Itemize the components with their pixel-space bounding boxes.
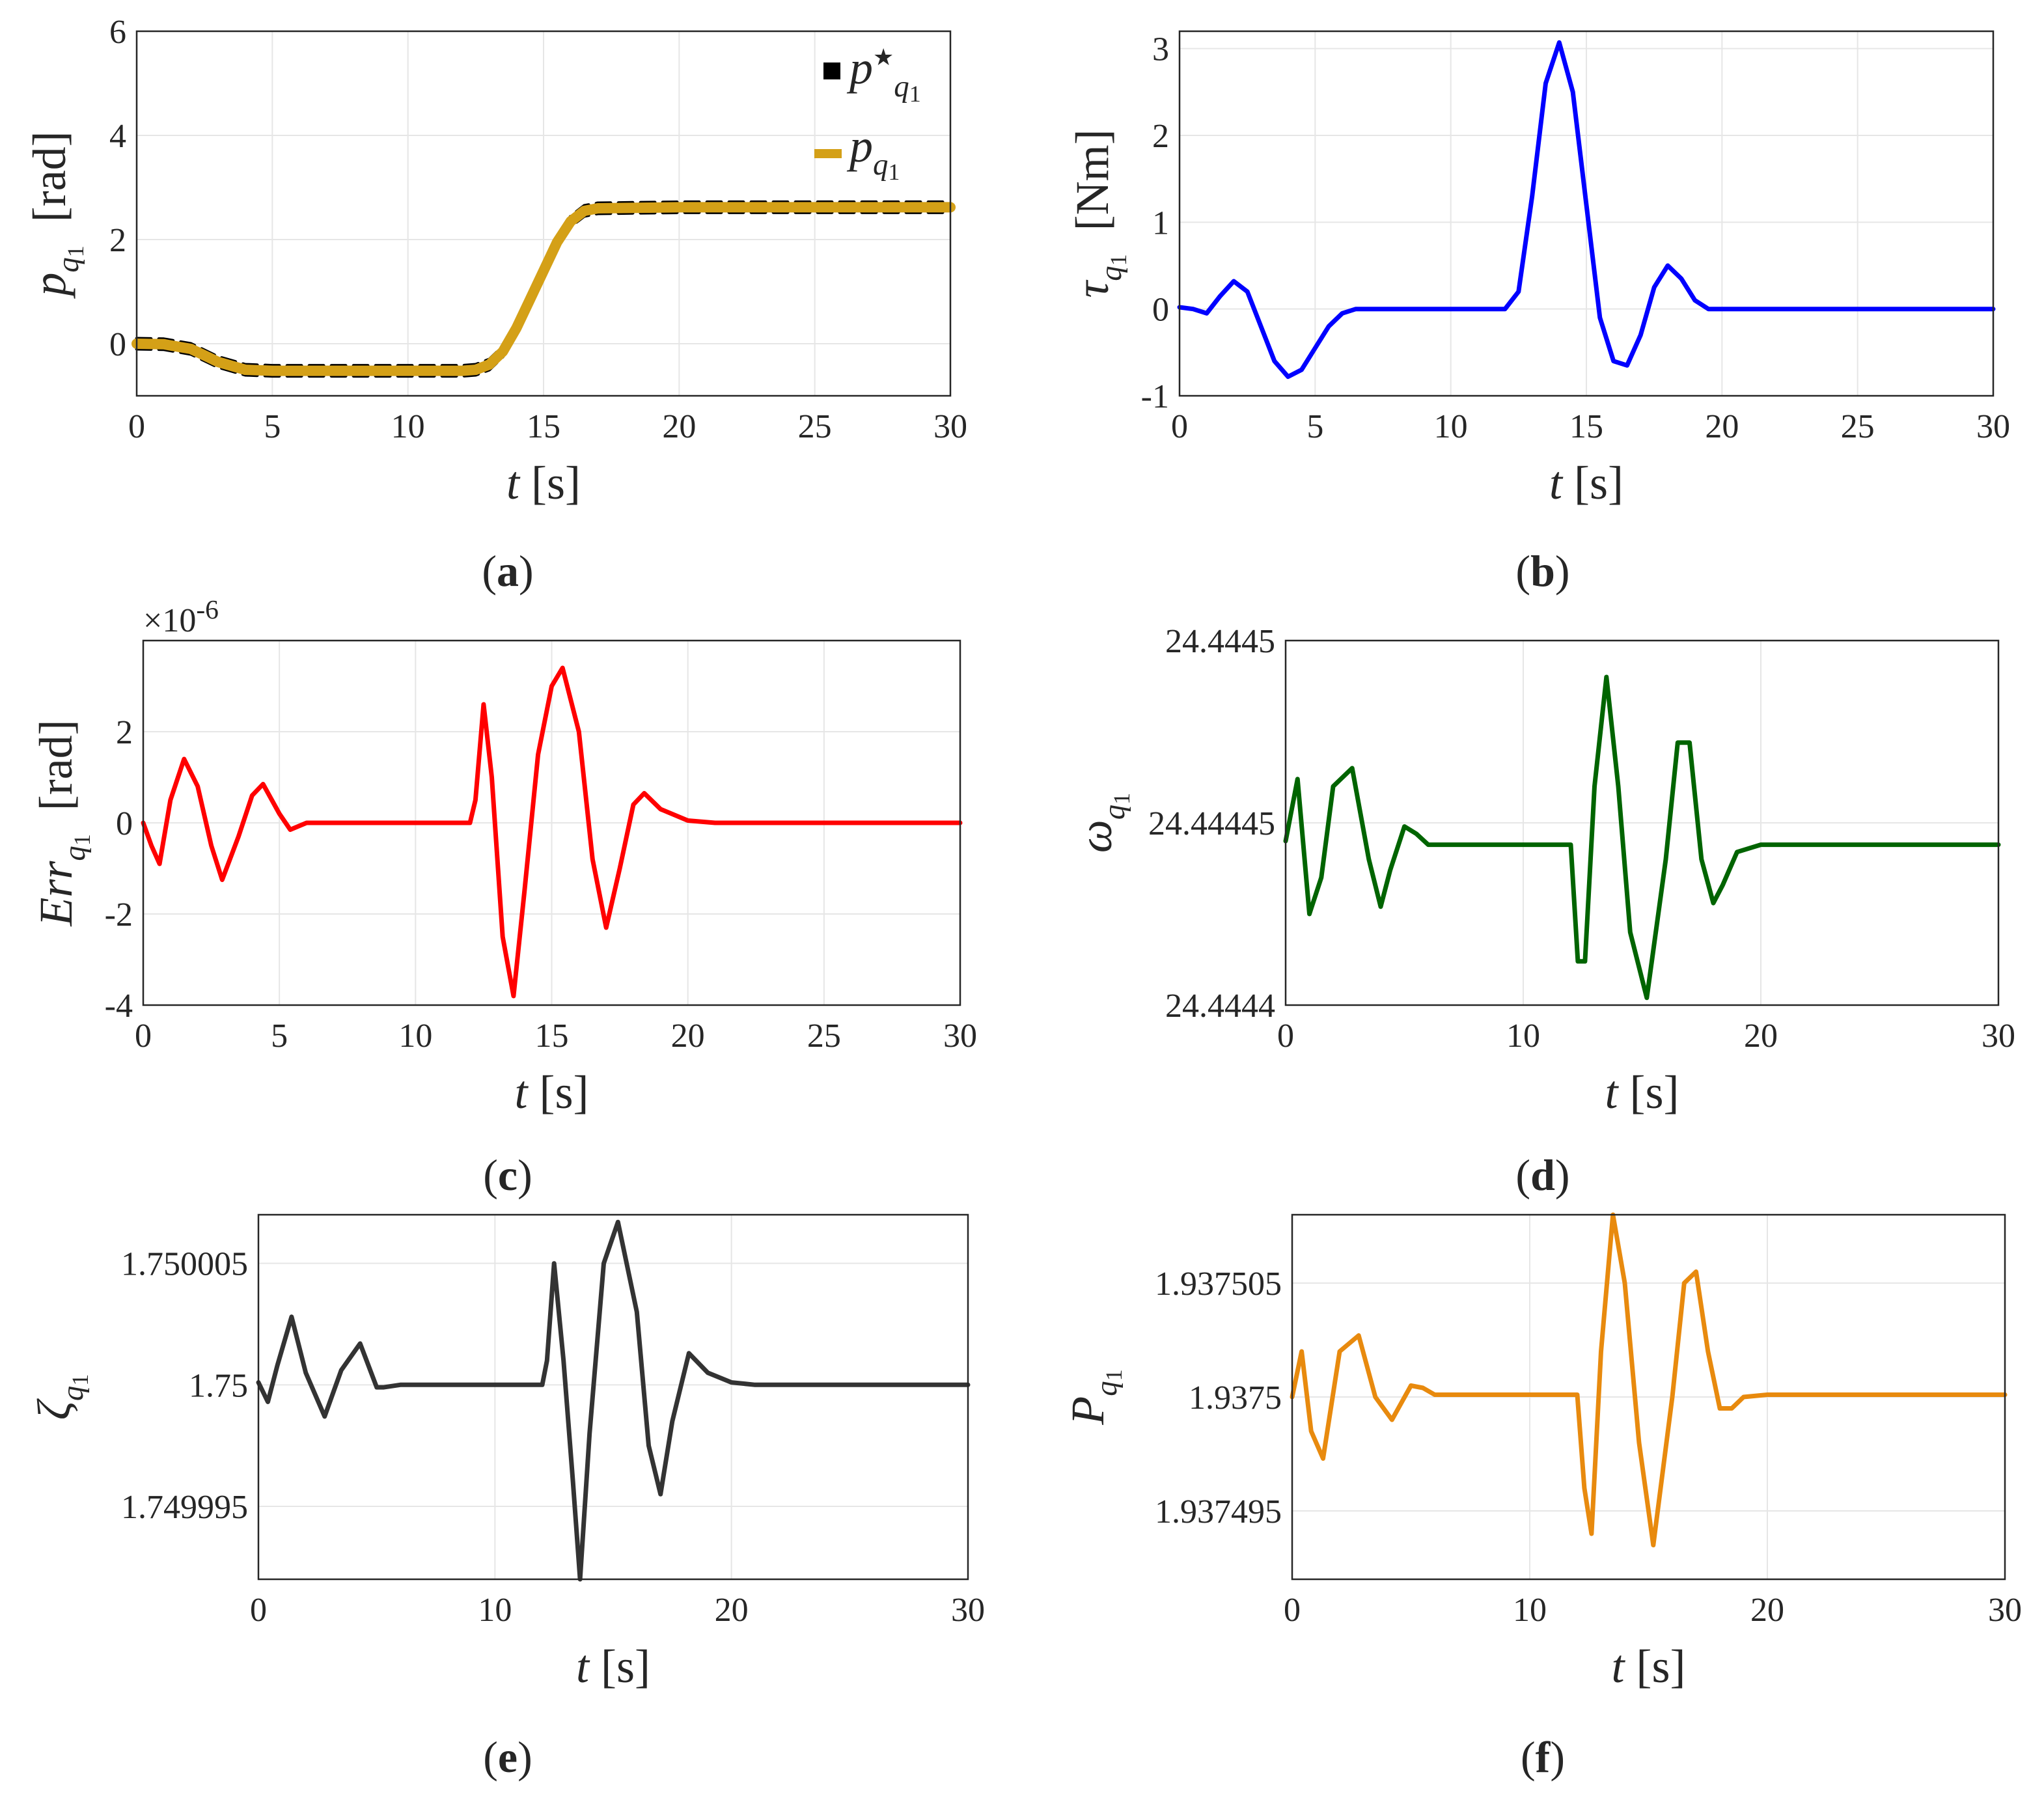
y-tick-label: 1.75 <box>189 1367 248 1404</box>
y-tick-label: 4 <box>109 118 126 155</box>
y-axis-label: pq1 [rad] <box>23 131 89 299</box>
panel-caption: (c) <box>483 1150 532 1200</box>
x-axis-label: t [s] <box>1549 457 1623 509</box>
x-tick-label: 30 <box>933 408 967 445</box>
chart-f: 0 10 20 30 1.937495 1.9375 1.937505 t [s] Pq1 (f) <box>1062 1212 2022 1782</box>
x-tick-label: 10 <box>1513 1592 1547 1629</box>
x-axis-label: t [s] <box>506 457 581 509</box>
y-tick-label: 1.937505 <box>1155 1266 1282 1303</box>
y-tick-label: 6 <box>109 14 126 51</box>
x-tick-label: 20 <box>1750 1592 1784 1629</box>
x-tick-label: 15 <box>527 408 560 445</box>
panel-caption: (b) <box>1515 546 1569 596</box>
x-tick-label: 30 <box>951 1592 985 1629</box>
x-tick-label: 20 <box>715 1592 749 1629</box>
x-tick-label: 0 <box>128 408 145 445</box>
x-axis-label: t [s] <box>1605 1066 1679 1118</box>
y-tick-label: 2 <box>109 222 126 259</box>
series-line <box>1283 674 2001 1001</box>
x-tick-label: 20 <box>1744 1017 1778 1055</box>
series-line <box>1177 40 1996 380</box>
x-tick-label: 30 <box>1982 1017 2015 1055</box>
chart-c: 0 5 10 15 20 25 30 -4 -2 0 2 ×10-6 t [s] Errq1 [rad] (… <box>30 594 977 1200</box>
y-axis-label: Errq1 [rad] <box>30 719 95 926</box>
x-tick-label: 30 <box>1988 1592 2022 1629</box>
series-line <box>1290 1212 2008 1547</box>
y-tick-label: 24.4445 <box>1165 623 1275 660</box>
y-tick-label: 1.9375 <box>1189 1379 1282 1417</box>
series-line <box>131 202 956 376</box>
axes-frame <box>135 30 952 397</box>
axes-frame <box>1178 30 1995 397</box>
panel-caption: (a) <box>482 546 533 596</box>
panel-caption: (d) <box>1515 1150 1569 1200</box>
x-tick-label: 15 <box>1569 408 1603 445</box>
y-tick-label: 0 <box>116 805 133 842</box>
y-tick-label: -2 <box>105 896 133 934</box>
x-tick-label: 10 <box>391 408 425 445</box>
chart-e: 0 10 20 30 1.749995 1.75 1.750005 t [s] ζq1 (e) <box>28 1213 985 1782</box>
y-tick-label: 24.4444 <box>1165 988 1275 1025</box>
legend-label-actual: pq1 <box>846 120 900 185</box>
y-tick-label: 2 <box>116 714 133 751</box>
x-tick-label: 10 <box>1434 408 1468 445</box>
x-tick-label: 25 <box>807 1017 841 1055</box>
y-axis-label: τq1 [Nm] <box>1066 129 1131 297</box>
y-tick-label: 24.44445 <box>1148 805 1275 842</box>
x-axis-label: t [s] <box>515 1066 589 1118</box>
axes-frame <box>142 639 961 1006</box>
x-axis-label: t [s] <box>1612 1640 1686 1693</box>
x-tick-label: 0 <box>1284 1592 1301 1629</box>
legend-label-reference: p★q1 <box>846 42 921 107</box>
x-tick-label: 20 <box>1705 408 1739 445</box>
y-axis-label: Pq1 <box>1062 1369 1127 1425</box>
y-tick-label: 1.750005 <box>121 1246 248 1283</box>
y-tick-label: 3 <box>1152 31 1169 68</box>
x-tick-label: 20 <box>662 408 696 445</box>
y-tick-label: 1.937495 <box>1155 1493 1282 1530</box>
chart-a: 0 5 10 15 20 25 30 0 2 4 6 t [s] pq1 [rad] (a) p★q1 pq1 <box>23 14 967 596</box>
x-tick-label: 30 <box>943 1017 977 1055</box>
x-tick-label: 10 <box>478 1592 512 1629</box>
panel-caption: (e) <box>483 1732 532 1782</box>
x-tick-label: 5 <box>271 1017 288 1055</box>
panel-caption: (f) <box>1521 1732 1565 1782</box>
x-tick-label: 5 <box>264 408 281 445</box>
series-line <box>141 665 963 999</box>
exponent-label: ×10-6 <box>143 594 219 639</box>
y-tick-label: -1 <box>1141 378 1169 415</box>
x-tick-label: 5 <box>1306 408 1323 445</box>
chart-d: 0 10 20 30 24.4444 24.44445 24.4445 t [s] ωq1 (d) <box>1070 623 2015 1200</box>
legend-marker-reference <box>823 62 840 79</box>
x-tick-label: 25 <box>798 408 832 445</box>
x-tick-label: 0 <box>1171 408 1188 445</box>
x-tick-label: 0 <box>1277 1017 1294 1055</box>
axes-frame <box>1291 1213 2006 1581</box>
x-tick-label: 20 <box>671 1017 705 1055</box>
y-tick-label: 1.749995 <box>121 1489 248 1526</box>
x-axis-label: t [s] <box>576 1640 650 1693</box>
x-tick-label: 0 <box>135 1017 152 1055</box>
y-tick-label: -4 <box>105 988 133 1025</box>
x-tick-label: 0 <box>250 1592 267 1629</box>
y-tick-label: 2 <box>1152 118 1169 155</box>
axes-frame <box>1284 639 2000 1006</box>
x-tick-label: 15 <box>535 1017 569 1055</box>
x-tick-label: 10 <box>398 1017 432 1055</box>
x-tick-label: 30 <box>1976 408 2010 445</box>
y-tick-label: 0 <box>109 326 126 363</box>
y-tick-label: 0 <box>1152 292 1169 329</box>
y-axis-label: ωq1 <box>1070 793 1135 853</box>
y-tick-label: 1 <box>1152 204 1169 242</box>
axes-frame <box>257 1213 969 1581</box>
series-line <box>256 1219 971 1582</box>
legend: p★q1 pq1 <box>814 42 921 185</box>
x-tick-label: 10 <box>1506 1017 1540 1055</box>
y-axis-label: ζq1 <box>28 1374 93 1420</box>
x-tick-label: 25 <box>1841 408 1875 445</box>
